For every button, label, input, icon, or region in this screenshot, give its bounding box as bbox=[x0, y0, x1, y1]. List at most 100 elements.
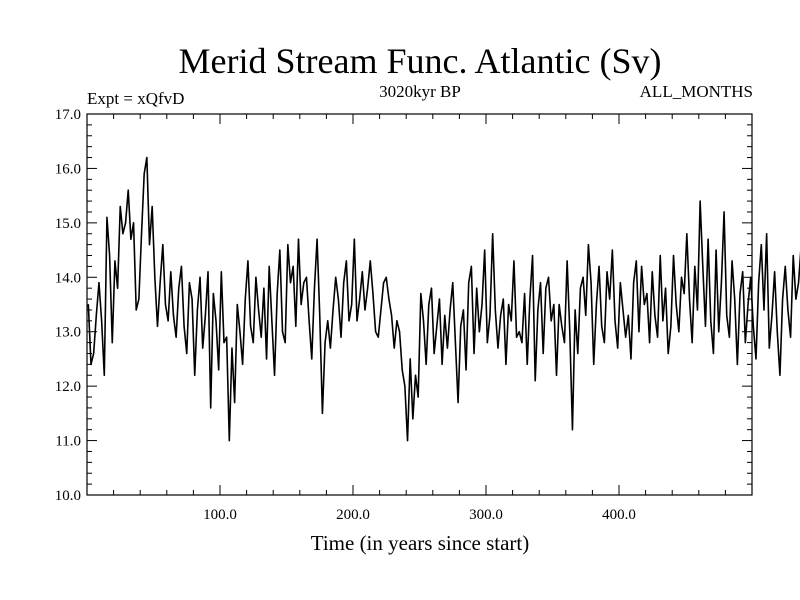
data-point bbox=[156, 325, 159, 327]
data-point bbox=[531, 254, 534, 257]
data-point bbox=[202, 347, 204, 349]
data-point bbox=[789, 336, 792, 338]
data-point bbox=[547, 276, 550, 278]
data-point bbox=[710, 320, 712, 322]
data-point bbox=[795, 298, 797, 300]
x-tick-labels: 100.0 200.0 300.0 400.0 bbox=[203, 507, 636, 523]
data-point bbox=[268, 265, 270, 267]
data-point bbox=[111, 342, 113, 344]
data-point bbox=[465, 369, 467, 371]
data-point bbox=[766, 233, 768, 235]
data-point bbox=[523, 293, 526, 295]
data-point bbox=[414, 374, 417, 376]
y-tick-label: 11.0 bbox=[55, 434, 81, 450]
data-point bbox=[433, 352, 435, 355]
data-point bbox=[393, 347, 395, 349]
y-tick-label: 17.0 bbox=[55, 107, 81, 123]
data-point bbox=[534, 380, 536, 382]
data-point bbox=[571, 429, 574, 431]
data-point bbox=[476, 287, 478, 289]
data-point bbox=[758, 282, 760, 284]
data-point bbox=[734, 298, 736, 300]
data-point bbox=[93, 352, 95, 355]
data-point bbox=[582, 276, 584, 278]
data-point bbox=[279, 249, 281, 251]
data-point bbox=[797, 282, 800, 284]
data-point bbox=[215, 320, 217, 322]
data-point bbox=[143, 173, 145, 175]
data-point bbox=[220, 271, 222, 273]
data-point bbox=[598, 265, 600, 267]
data-point bbox=[292, 265, 294, 267]
data-point bbox=[390, 314, 393, 316]
data-point bbox=[563, 342, 566, 344]
data-point bbox=[452, 282, 454, 284]
data-point bbox=[614, 320, 616, 322]
data-point bbox=[438, 298, 441, 300]
data-point bbox=[199, 276, 201, 278]
data-point bbox=[271, 320, 273, 322]
data-point bbox=[526, 363, 528, 365]
data-point bbox=[239, 331, 241, 333]
data-point bbox=[521, 342, 523, 344]
data-point bbox=[792, 254, 794, 257]
data-point bbox=[356, 320, 358, 322]
data-point bbox=[787, 309, 789, 311]
data-point bbox=[683, 293, 685, 295]
data-point bbox=[672, 254, 675, 257]
data-point bbox=[529, 298, 531, 300]
data-point bbox=[151, 205, 153, 208]
data-point bbox=[369, 260, 371, 262]
data-point bbox=[574, 309, 576, 311]
data-point bbox=[236, 303, 238, 306]
data-point bbox=[641, 265, 643, 267]
data-point bbox=[441, 363, 443, 365]
data-point bbox=[667, 352, 669, 355]
data-point bbox=[396, 320, 398, 322]
data-point bbox=[382, 282, 385, 284]
data-point bbox=[401, 369, 403, 371]
data-point bbox=[127, 189, 129, 191]
data-point bbox=[359, 298, 361, 300]
data-point bbox=[712, 352, 715, 355]
data-point bbox=[478, 331, 480, 333]
data-point bbox=[537, 309, 539, 311]
data-point bbox=[688, 298, 691, 300]
data-point bbox=[633, 282, 635, 284]
data-point bbox=[755, 358, 757, 360]
data-point bbox=[364, 309, 366, 311]
data-point bbox=[515, 336, 518, 338]
data-point bbox=[446, 347, 449, 349]
data-point bbox=[249, 325, 252, 327]
data-point bbox=[569, 331, 571, 333]
data-point bbox=[170, 271, 172, 273]
data-point bbox=[675, 303, 677, 306]
y-tick-label: 14.0 bbox=[55, 270, 81, 286]
data-point bbox=[747, 303, 749, 306]
data-series-line bbox=[87, 156, 800, 442]
data-point bbox=[508, 303, 510, 306]
data-point bbox=[132, 222, 135, 224]
data-point bbox=[252, 342, 254, 344]
data-point bbox=[553, 303, 555, 306]
data-point bbox=[585, 314, 587, 316]
data-point bbox=[212, 293, 214, 295]
data-point bbox=[428, 303, 430, 306]
y-tick-labels: 10.0 11.0 12.0 13.0 14.0 15.0 16.0 17.0 bbox=[55, 107, 81, 504]
data-point bbox=[265, 358, 268, 360]
data-point bbox=[367, 287, 369, 289]
data-point bbox=[691, 342, 693, 344]
data-point bbox=[87, 303, 89, 306]
data-point bbox=[643, 303, 645, 306]
data-point bbox=[223, 342, 225, 344]
x-axis-label: Time (in years since start) bbox=[311, 531, 530, 555]
data-point bbox=[422, 320, 425, 322]
data-point bbox=[162, 244, 164, 246]
data-point bbox=[489, 314, 491, 316]
data-point bbox=[140, 233, 143, 235]
data-point bbox=[375, 331, 377, 333]
data-point bbox=[234, 401, 236, 404]
data-point bbox=[696, 309, 699, 311]
data-point bbox=[361, 271, 363, 273]
